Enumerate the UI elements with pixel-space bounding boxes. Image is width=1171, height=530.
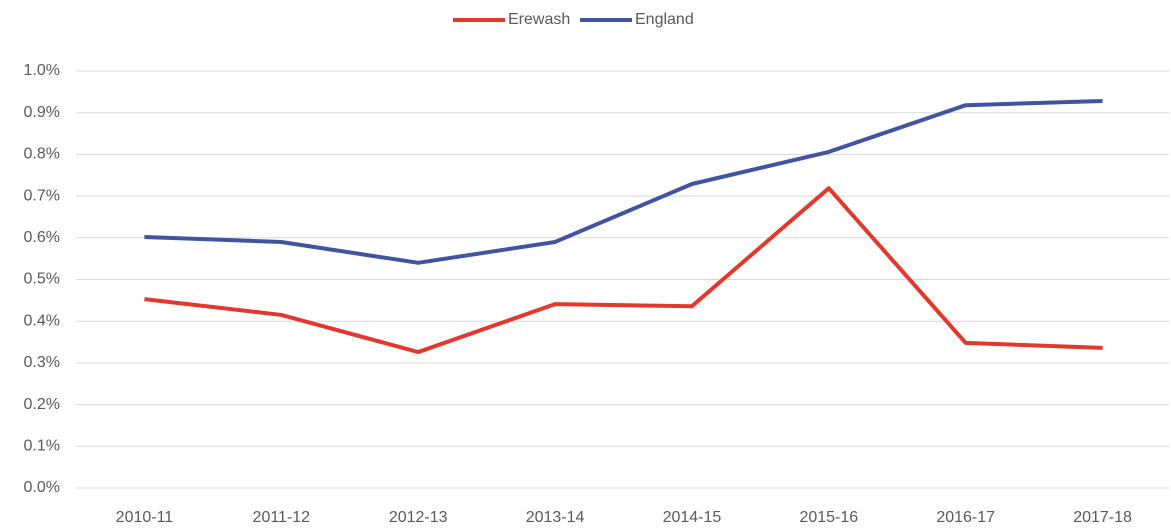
x-tick-label: 2011-12 xyxy=(253,509,311,526)
y-tick-label: 0.6% xyxy=(24,229,60,246)
y-tick-label: 1.0% xyxy=(24,62,60,79)
x-tick-label: 2017-18 xyxy=(1073,509,1132,526)
y-tick-label: 0.9% xyxy=(24,104,60,121)
x-tick-label: 2013-14 xyxy=(526,509,585,526)
y-tick-label: 0.5% xyxy=(24,271,60,288)
y-tick-label: 0.4% xyxy=(24,312,60,329)
y-tick-label: 0.0% xyxy=(24,479,60,496)
series-line xyxy=(144,99,1103,265)
y-tick-label: 0.2% xyxy=(24,396,60,413)
y-tick-label: 0.8% xyxy=(24,146,60,163)
x-tick-label: 2015-16 xyxy=(799,509,858,526)
x-tick-label: 2014-15 xyxy=(663,509,722,526)
y-tick-label: 0.3% xyxy=(24,354,60,371)
legend-label: Erewash xyxy=(508,11,570,28)
x-tick-label: 2016-17 xyxy=(936,509,995,526)
series-line xyxy=(144,186,1103,355)
y-tick-label: 0.1% xyxy=(24,438,60,455)
legend-label: England xyxy=(635,11,694,28)
x-tick-label: 2012-13 xyxy=(389,509,448,526)
x-tick-label: 2010-11 xyxy=(116,509,174,526)
y-tick-label: 0.7% xyxy=(24,187,60,204)
